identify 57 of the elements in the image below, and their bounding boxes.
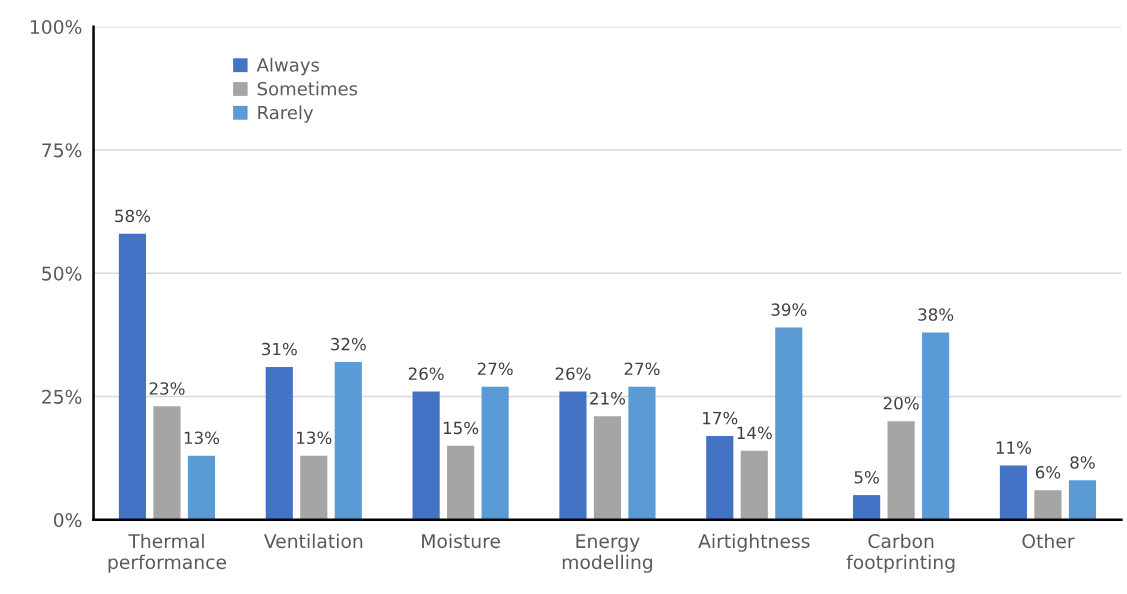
text: 13% <box>184 431 220 445</box>
x-tick-label: Thermal performance <box>108 533 226 573</box>
x-tick-label: Ventilation <box>263 533 363 549</box>
text: 11% <box>996 441 1032 454</box>
x-tick-label: Energy modelling <box>562 534 653 573</box>
y-tick-label: 0% <box>53 512 82 528</box>
y-tick-label: 100% <box>30 19 82 35</box>
bar <box>334 361 362 520</box>
text: 39% <box>771 303 807 316</box>
text: 31% <box>262 342 297 356</box>
x-tick-label: Carbon footprinting <box>846 533 955 573</box>
text: 6% <box>1035 466 1061 479</box>
x-tick-label: Airtightness <box>698 533 810 552</box>
bar <box>1068 480 1097 520</box>
text: 15% <box>443 421 479 435</box>
text: 17% <box>703 411 738 425</box>
bar <box>999 465 1028 520</box>
text: 23% <box>149 382 185 395</box>
text: 13% <box>297 431 332 445</box>
bar <box>481 386 509 520</box>
text: 58% <box>115 209 151 223</box>
legend-label: Always <box>256 57 320 76</box>
bar <box>265 366 293 520</box>
text: 14% <box>737 426 772 440</box>
bar <box>187 455 216 520</box>
text: 21% <box>590 392 626 405</box>
bar <box>706 435 734 520</box>
bar <box>447 445 475 520</box>
text: 27% <box>624 362 660 376</box>
bar <box>412 391 440 520</box>
bar <box>1034 490 1062 520</box>
text: 32% <box>331 337 366 351</box>
text: 38% <box>918 308 954 321</box>
bar <box>559 391 587 520</box>
bar <box>853 495 881 520</box>
bar <box>628 386 656 520</box>
x-tick-label: Moisture <box>422 533 500 549</box>
bar <box>887 421 915 520</box>
bar <box>300 455 328 520</box>
y-tick-label: 50% <box>42 266 82 281</box>
text: 26% <box>408 367 444 380</box>
text: 27% <box>477 362 513 376</box>
bar <box>153 406 181 520</box>
text: 5% <box>854 470 879 484</box>
bar <box>593 416 622 520</box>
bar <box>922 332 950 520</box>
y-tick-label: 75% <box>42 143 82 158</box>
y-tick-label: 25% <box>42 389 82 404</box>
legend-label: Rarely <box>258 105 314 123</box>
bar <box>118 233 147 520</box>
text: 20% <box>883 396 919 410</box>
bar <box>740 450 768 520</box>
legend-label: Sometimes <box>257 81 358 96</box>
text: 8% <box>1070 456 1095 469</box>
x-tick-label: Other <box>1022 533 1075 549</box>
text: 26% <box>555 367 591 380</box>
bar <box>775 327 803 520</box>
